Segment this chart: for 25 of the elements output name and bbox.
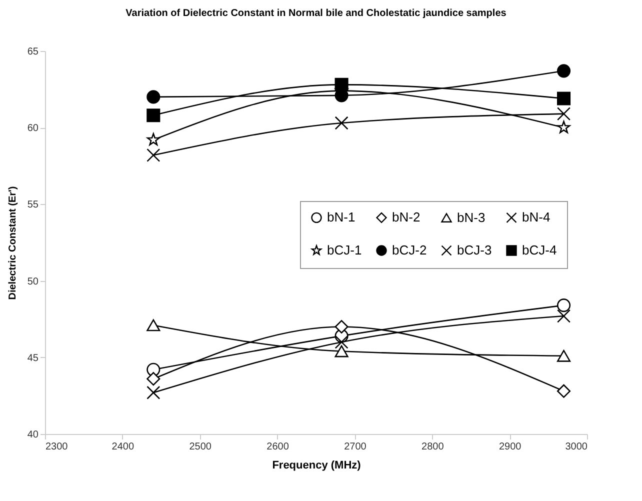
- legend-label: bCJ-2: [392, 242, 427, 258]
- x-tick-label: 2400: [112, 442, 134, 452]
- y-tick-label: 65: [27, 46, 39, 58]
- y-tick-label: 60: [27, 123, 39, 134]
- y-axis-title: Dielectric Constant (Er'): [7, 186, 18, 300]
- legend-label: bN-2: [392, 210, 420, 225]
- x-tick-label: 2600: [266, 442, 290, 452]
- x-tick-label: 2800: [422, 442, 444, 452]
- legend-label: bCJ-4: [522, 242, 557, 258]
- legend-label: bN-1: [327, 210, 356, 225]
- y-tick-label: 50: [27, 276, 39, 288]
- y-tick-label: 55: [27, 200, 39, 211]
- x-tick-label: 2300: [46, 442, 68, 452]
- x-tick-label: 2900: [498, 442, 522, 452]
- x-axis-title: Frequency (MHz): [272, 460, 362, 472]
- x-tick-label: 3000: [565, 442, 588, 452]
- y-tick-label: 45: [27, 352, 39, 364]
- y-tick-label: 40: [27, 430, 39, 440]
- x-tick-label: 2500: [189, 442, 212, 452]
- x-tick-label: 2700: [344, 442, 367, 452]
- chart-title: Variation of Dielectric Constant in Normal bile and Cholestatic jaundice samples: [126, 8, 507, 19]
- legend-label: bCJ-1: [327, 242, 362, 258]
- legend-label: bN-3: [457, 210, 486, 225]
- legend-label: bCJ-3: [457, 242, 492, 258]
- legend-label: bN-4: [522, 210, 550, 225]
